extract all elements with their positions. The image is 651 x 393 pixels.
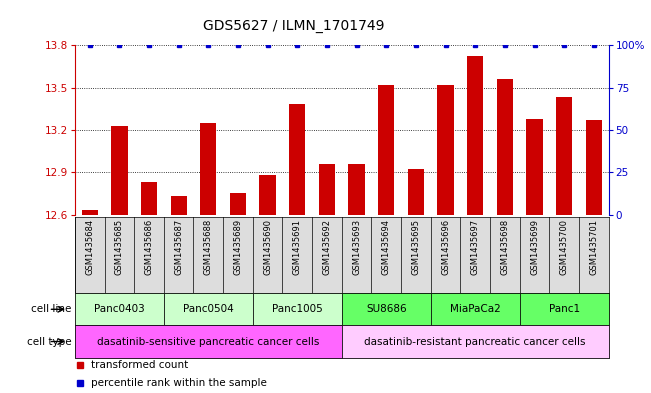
Text: GSM1435700: GSM1435700 (560, 219, 569, 275)
Bar (164, 293, 253, 325)
Text: transformed count: transformed count (91, 360, 188, 371)
Text: Panc1005: Panc1005 (272, 304, 323, 314)
Text: percentile rank within the sample: percentile rank within the sample (91, 378, 267, 388)
Text: cell line: cell line (31, 304, 72, 314)
Bar (437, 85, 454, 215)
Bar (141, 182, 157, 215)
Bar (431, 293, 519, 325)
Bar (75, 325, 342, 358)
Text: GSM1435685: GSM1435685 (115, 219, 124, 275)
Text: GSM1435701: GSM1435701 (589, 219, 598, 275)
Text: GSM1435690: GSM1435690 (263, 219, 272, 275)
Text: GSM1435694: GSM1435694 (381, 219, 391, 275)
Bar (348, 164, 365, 215)
Bar (230, 193, 246, 215)
Bar (519, 293, 609, 325)
Bar (342, 325, 609, 358)
Text: GSM1435695: GSM1435695 (411, 219, 421, 275)
Bar (75, 293, 164, 325)
Text: GSM1435687: GSM1435687 (174, 219, 183, 275)
Text: GSM1435686: GSM1435686 (145, 219, 154, 275)
Bar (527, 119, 543, 215)
Text: Panc1: Panc1 (549, 304, 580, 314)
Bar (586, 120, 602, 215)
Text: GSM1435692: GSM1435692 (322, 219, 331, 275)
Bar (556, 97, 572, 215)
Bar (200, 123, 217, 215)
Text: GSM1435696: GSM1435696 (441, 219, 450, 275)
Text: cell type: cell type (27, 336, 72, 347)
Text: MiaPaCa2: MiaPaCa2 (450, 304, 501, 314)
Bar (289, 105, 305, 215)
Bar (111, 126, 128, 215)
Text: GSM1435689: GSM1435689 (234, 219, 242, 275)
Bar (260, 175, 276, 215)
Text: dasatinib-sensitive pancreatic cancer cells: dasatinib-sensitive pancreatic cancer ce… (97, 336, 320, 347)
Bar (319, 164, 335, 215)
Text: Panc0403: Panc0403 (94, 304, 145, 314)
Text: GSM1435684: GSM1435684 (85, 219, 94, 275)
Bar (408, 169, 424, 215)
Text: GSM1435699: GSM1435699 (530, 219, 539, 275)
Text: SU8686: SU8686 (366, 304, 407, 314)
Text: dasatinib-resistant pancreatic cancer cells: dasatinib-resistant pancreatic cancer ce… (365, 336, 586, 347)
Bar (378, 85, 395, 215)
Bar (467, 57, 484, 215)
Bar (342, 293, 431, 325)
Text: GSM1435693: GSM1435693 (352, 219, 361, 275)
Text: GDS5627 / ILMN_1701749: GDS5627 / ILMN_1701749 (203, 19, 385, 33)
Text: GSM1435688: GSM1435688 (204, 219, 213, 275)
Text: GSM1435698: GSM1435698 (501, 219, 509, 275)
Text: Panc0504: Panc0504 (183, 304, 234, 314)
Text: GSM1435691: GSM1435691 (293, 219, 302, 275)
Text: GSM1435697: GSM1435697 (471, 219, 480, 275)
Bar (497, 79, 513, 215)
Bar (171, 196, 187, 215)
Bar (253, 293, 342, 325)
Bar (81, 210, 98, 215)
